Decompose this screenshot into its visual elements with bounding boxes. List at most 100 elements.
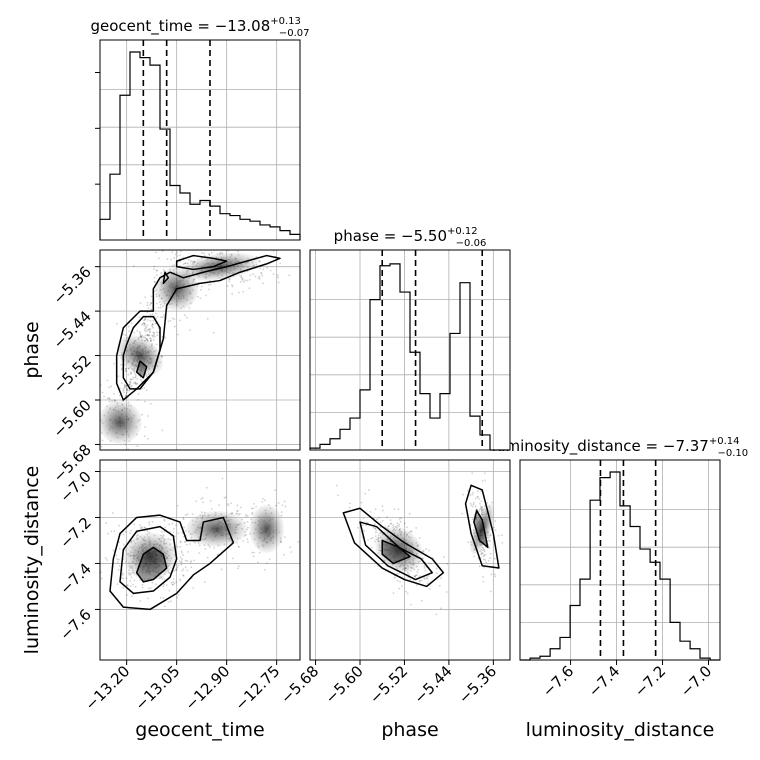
scatter-luminosity-distance-vs-phase-sample-point (482, 547, 485, 550)
scatter-luminosity-distance-vs-phase-sample-point (426, 577, 429, 580)
scatter-luminosity-distance-vs-geocent-time-sample-point (178, 578, 181, 581)
scatter-luminosity-distance-vs-geocent-time-sample-point (253, 551, 255, 554)
scatter-phase-vs-geocent-time-sample-point (144, 325, 147, 328)
scatter-luminosity-distance-vs-phase-sample-point (488, 536, 490, 539)
scatter-luminosity-distance-vs-geocent-time-sample-point (245, 515, 248, 518)
scatter-luminosity-distance-vs-phase-sample-point (480, 551, 483, 554)
scatter-luminosity-distance-vs-phase-sample-point (480, 500, 483, 503)
scatter-luminosity-distance-vs-geocent-time-sample-point (171, 583, 174, 586)
scatter-luminosity-distance-vs-geocent-time-sample-point (111, 512, 114, 514)
scatter-phase-vs-geocent-time-sample-point (141, 334, 144, 337)
scatter-phase-vs-geocent-time-sample-point (124, 394, 127, 397)
scatter-phase-vs-geocent-time-sample-point (167, 320, 170, 323)
scatter-luminosity-distance-vs-geocent-time-sample-point (268, 558, 271, 561)
scatter-luminosity-distance-vs-geocent-time-sample-point (186, 569, 189, 572)
scatter-luminosity-distance-vs-geocent-time-sample-point (242, 540, 245, 542)
scatter-phase-vs-geocent-time-sample-point (143, 400, 146, 403)
scatter-phase-vs-geocent-time-sample-point (231, 292, 234, 295)
scatter-phase-vs-geocent-time-sample-point (94, 441, 96, 443)
scatter-phase-vs-geocent-time-sample-point (153, 331, 155, 334)
scatter-luminosity-distance-vs-phase-sample-point (467, 541, 470, 544)
scatter-luminosity-distance-vs-phase-sample-point (478, 565, 481, 568)
scatter-luminosity-distance-vs-geocent-time-sample-point (141, 527, 144, 530)
scatter-luminosity-distance-vs-phase-sample-point (405, 526, 408, 529)
scatter-luminosity-distance-vs-phase-sample-point (427, 562, 430, 565)
scatter-phase-vs-geocent-time-sample-point (123, 391, 125, 394)
scatter-luminosity-distance-vs-geocent-time-sample-point (189, 561, 192, 564)
scatter-luminosity-distance-vs-geocent-time-sample-point (198, 544, 201, 547)
scatter-luminosity-distance-vs-phase-sample-point (407, 572, 409, 575)
scatter-luminosity-distance-vs-geocent-time-sample-point (230, 512, 233, 515)
scatter-luminosity-distance-vs-geocent-time-sample-point (173, 570, 176, 572)
scatter-luminosity-distance-vs-geocent-time-sample-point (179, 540, 182, 543)
scatter-luminosity-distance-vs-phase-sample-point (387, 525, 390, 527)
scatter-phase-vs-geocent-time-sample-point (96, 435, 98, 437)
scatter-luminosity-distance-vs-phase-sample-point (435, 613, 438, 616)
scatter-luminosity-distance-vs-phase-sample-point (482, 552, 484, 555)
scatter-phase-vs-geocent-time-sample-point (156, 334, 159, 337)
scatter-phase-vs-geocent-time-sample-point (147, 437, 149, 440)
scatter-luminosity-distance-vs-geocent-time-sample-point (223, 497, 226, 499)
scatter-phase-vs-geocent-time-sample-point (173, 325, 176, 328)
scatter-phase-vs-geocent-time-sample-point (187, 259, 190, 261)
scatter-phase-vs-geocent-time-sample-point (148, 334, 150, 337)
scatter-luminosity-distance-vs-geocent-time-sample-point (172, 531, 175, 534)
scatter-luminosity-distance-vs-geocent-time-sample-point (176, 596, 179, 599)
scatter-phase-vs-geocent-time-sample-point (159, 306, 162, 309)
scatter-phase-vs-geocent-time-sample-point (152, 335, 154, 338)
scatter-phase-vs-geocent-time-sample-point (238, 291, 240, 294)
scatter-phase-vs-geocent-time-sample-point (182, 263, 185, 266)
scatter-phase-vs-geocent-time-sample-point (237, 250, 239, 253)
scatter-luminosity-distance-vs-geocent-time-sample-point (144, 526, 146, 529)
scatter-luminosity-distance-vs-phase-sample-point (363, 530, 366, 532)
scatter-luminosity-distance-vs-geocent-time-sample-point (182, 517, 185, 519)
scatter-luminosity-distance-vs-geocent-time-sample-point (170, 600, 173, 603)
scatter-phase-vs-geocent-time-sample-point (141, 322, 144, 325)
scatter-phase-vs-geocent-time-sample-point (125, 370, 127, 372)
scatter-phase-vs-geocent-time-sample-point (149, 303, 151, 306)
scatter-phase-vs-geocent-time-sample-point (133, 372, 136, 375)
scatter-phase-vs-geocent-time-sample-point (130, 384, 133, 387)
scatter-phase-vs-geocent-time-sample-point (231, 284, 233, 287)
scatter-phase-vs-geocent-time-sample-point (145, 334, 147, 337)
scatter-phase-vs-geocent-time-sample-point (129, 382, 132, 385)
scatter-luminosity-distance-vs-phase-sample-point (482, 549, 485, 551)
scatter-luminosity-distance-vs-phase-sample-point (364, 492, 367, 495)
scatter-luminosity-distance-vs-geocent-time-sample-point (159, 596, 162, 599)
scatter-luminosity-distance-vs-phase-sample-point (365, 521, 368, 524)
scatter-luminosity-distance-vs-geocent-time-sample-point (256, 561, 259, 564)
scatter-luminosity-distance-vs-phase-sample-point (415, 584, 418, 586)
scatter-luminosity-distance-vs-phase-sample-point (489, 540, 491, 543)
scatter-phase-vs-geocent-time-sample-point (150, 308, 152, 311)
scatter-luminosity-distance-vs-geocent-time-sample-point (170, 581, 173, 584)
x-tick-label-phase: −5.52 (366, 662, 411, 707)
scatter-luminosity-distance-vs-phase-sample-point (405, 590, 407, 593)
hist-geocent-time-frame (99, 39, 301, 241)
scatter-luminosity-distance-vs-geocent-time-sample-point (208, 546, 211, 548)
scatter-luminosity-distance-vs-geocent-time-sample-point (183, 540, 186, 543)
hist-phase-panel (309, 249, 511, 451)
hist-geocent-time-panel (95, 39, 301, 241)
scatter-luminosity-distance-vs-geocent-time-sample-point (163, 605, 166, 608)
scatter-luminosity-distance-vs-phase-sample-point (467, 489, 470, 492)
scatter-luminosity-distance-vs-phase-sample-point (413, 575, 416, 578)
scatter-luminosity-distance-vs-geocent-time-sample-point (192, 540, 195, 543)
scatter-luminosity-distance-vs-geocent-time-sample-point (185, 543, 188, 546)
scatter-luminosity-distance-vs-geocent-time-sample-point (186, 513, 189, 516)
y-tick-label-luminosity-distance: −7.2 (56, 514, 94, 552)
scatter-luminosity-distance-vs-geocent-time-sample-point (118, 564, 121, 567)
scatter-phase-vs-geocent-time-sample-point (122, 333, 125, 336)
scatter-phase-vs-geocent-time-sample-point (143, 386, 146, 389)
scatter-phase-vs-geocent-time-sample-point (144, 328, 146, 330)
scatter-phase-vs-geocent-time-sample-point (150, 308, 153, 311)
scatter-luminosity-distance-vs-phase-sample-point (478, 498, 481, 500)
scatter-luminosity-distance-vs-phase-sample-point (483, 472, 486, 475)
scatter-luminosity-distance-vs-geocent-time-sample-point (202, 501, 204, 504)
scatter-phase-vs-geocent-time-sample-point (262, 282, 264, 285)
scatter-phase-vs-geocent-time-sample-point (143, 336, 146, 339)
x-tick-label-phase: −5.60 (322, 662, 367, 707)
scatter-phase-vs-geocent-time-sample-point (162, 268, 165, 271)
scatter-phase-vs-geocent-time-sample-point (171, 251, 174, 253)
scatter-phase-vs-geocent-time-sample-point (128, 383, 131, 386)
scatter-phase-vs-geocent-time-sample-point (145, 375, 148, 378)
